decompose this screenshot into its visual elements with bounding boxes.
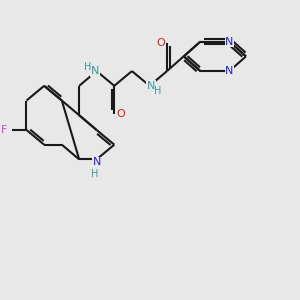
- Text: H: H: [154, 86, 162, 96]
- Text: N: N: [147, 81, 155, 91]
- Text: N: N: [225, 37, 234, 46]
- Text: H: H: [83, 62, 91, 72]
- Text: O: O: [116, 109, 125, 119]
- Text: N: N: [225, 66, 234, 76]
- Text: N: N: [91, 66, 99, 76]
- Text: N: N: [92, 158, 101, 167]
- Text: F: F: [2, 125, 8, 135]
- Text: O: O: [156, 38, 165, 48]
- Text: H: H: [92, 169, 99, 178]
